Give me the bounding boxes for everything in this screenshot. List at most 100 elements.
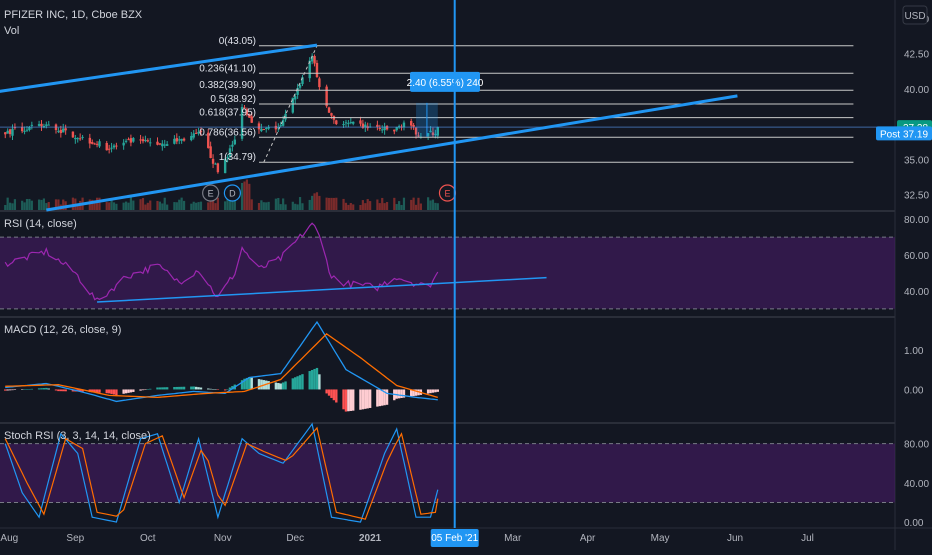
volume-bar: [376, 199, 379, 210]
trendline[interactable]: [46, 94, 738, 212]
macd-histogram-bar: [310, 370, 314, 390]
volume-bar: [45, 203, 48, 210]
macd-histogram-bar: [4, 389, 7, 391]
macd-histogram-bar: [332, 389, 336, 401]
macd-title[interactable]: MACD (12, 26, close, 9): [4, 324, 121, 336]
macd-histogram-bar: [37, 388, 41, 390]
macd-histogram-bar: [124, 389, 128, 394]
volume-bar: [344, 202, 348, 210]
macd-histogram-bar: [223, 389, 227, 391]
post-market-label: Post: [880, 129, 900, 140]
macd-histogram-bar: [366, 389, 369, 409]
macd-histogram-bar: [315, 367, 319, 390]
currency-label: USD: [904, 11, 925, 22]
fibonacci-retracement[interactable]: 0(43.05) 0.236(41.10) 0.382(39.90) 0.5(38.9…: [199, 36, 854, 163]
candle-body: [378, 127, 381, 129]
macd-histogram-bar: [190, 386, 193, 390]
candle-body: [156, 141, 159, 145]
candle-body: [296, 87, 299, 95]
volume-bar: [122, 202, 125, 210]
candle-body: [207, 132, 210, 148]
stoch-rsi-title[interactable]: Stoch RSI (3, 3, 14, 14, close): [4, 430, 151, 442]
candle-body: [144, 139, 147, 141]
macd-histogram-bar: [294, 377, 297, 390]
candle-body: [132, 138, 135, 142]
candle-body: [325, 86, 328, 107]
macd-histogram-bar: [107, 389, 111, 394]
event-marker-earnings[interactable]: [202, 184, 220, 202]
candle-body: [45, 124, 48, 126]
volume-bar: [342, 198, 345, 210]
macd-histogram-bar: [81, 389, 84, 392]
candle-body: [344, 122, 348, 124]
candle-body: [20, 126, 24, 132]
volume-bar: [395, 204, 398, 210]
candle-body: [194, 132, 198, 134]
volume-bar: [40, 199, 43, 210]
macd-histogram-bar: [313, 368, 316, 390]
macd-histogram-bar: [265, 380, 268, 390]
volume-bar: [274, 198, 277, 210]
candle-body: [115, 145, 118, 147]
macd-histogram-bar: [163, 387, 166, 390]
time-tick-label: 2021: [359, 533, 382, 544]
macd-histogram-bar: [93, 389, 96, 393]
candle-body: [124, 140, 128, 142]
macd-histogram-bar: [127, 389, 130, 393]
volume-bar: [129, 197, 133, 210]
candle-body: [257, 123, 261, 130]
candle-body: [8, 129, 12, 135]
candle-body: [122, 142, 125, 146]
trendline[interactable]: [0, 43, 318, 93]
candle-body: [313, 56, 316, 64]
macd-histogram-bar: [211, 389, 215, 390]
macd-histogram-bar: [149, 388, 152, 390]
macd-histogram-bar: [291, 378, 295, 390]
candle-body: [127, 139, 130, 141]
macd-histogram-bar: [40, 388, 43, 390]
volume-bar: [199, 201, 203, 210]
macd-histogram-bar: [207, 388, 210, 390]
rsi-title[interactable]: RSI (14, close): [4, 218, 77, 230]
candle-body: [245, 109, 249, 115]
candle-body: [342, 124, 345, 126]
candle-body: [243, 107, 246, 109]
rsi-band: [0, 237, 895, 309]
macd-histogram-bar: [400, 389, 403, 398]
symbol-title[interactable]: PFIZER INC, 1D, Cboe BZX: [4, 9, 143, 21]
candle-body: [294, 96, 297, 100]
currency-button[interactable]: [902, 5, 928, 25]
volume-bar: [62, 199, 65, 210]
volume-bar: [393, 197, 396, 210]
macd-histogram-bar: [175, 386, 179, 390]
candle-body: [410, 121, 413, 126]
volume-bar: [402, 197, 406, 210]
candle-body: [223, 158, 227, 174]
macd-histogram-bar: [178, 386, 181, 390]
macd-histogram-bar: [385, 389, 389, 405]
macd-histogram-bar: [78, 389, 82, 392]
macd-histogram-bar: [412, 389, 415, 397]
macd-histogram-bar: [62, 389, 65, 392]
volume-bar: [228, 199, 232, 210]
volume-bar: [436, 203, 439, 210]
volume-bar: [361, 200, 364, 210]
post-market-value: 37.19: [903, 129, 928, 140]
macd-histogram-bar: [25, 389, 29, 390]
volume-bar: [262, 202, 265, 210]
macd-histogram-bar: [182, 386, 186, 390]
trendlines[interactable]: [0, 43, 895, 212]
candle-body: [91, 142, 94, 144]
volume-bar: [76, 204, 79, 210]
macd-histogram-bar: [112, 389, 116, 395]
volume-bar: [192, 201, 195, 210]
event-marker-dividend[interactable]: [223, 184, 241, 202]
rsi-trendline[interactable]: [97, 276, 547, 303]
volume-bar: [294, 203, 297, 210]
macd-histogram-bar: [132, 389, 135, 392]
price-tick-label: 42.50: [904, 50, 929, 61]
candle-body: [376, 124, 379, 127]
